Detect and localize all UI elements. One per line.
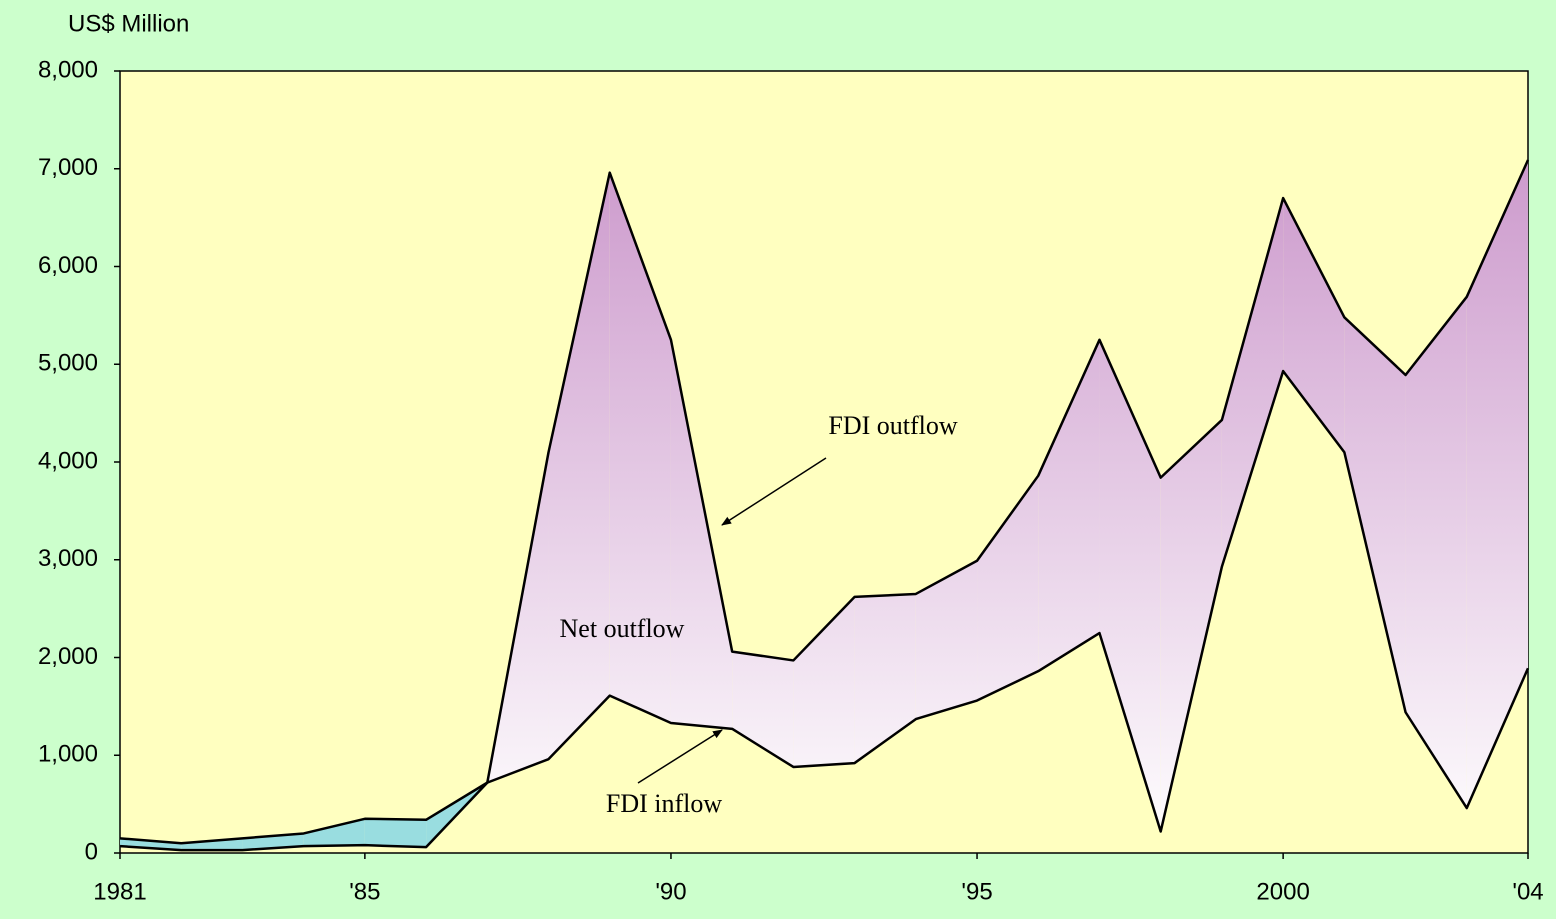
net-outflow-area — [609, 172, 671, 723]
net-outflow-area — [1283, 198, 1345, 453]
annotation-arrow — [637, 729, 723, 784]
annotation: FDI inflow — [606, 789, 723, 818]
net-outflow-area — [1099, 339, 1161, 832]
series-line — [119, 369, 1530, 845]
x-tick-label: '04 — [1512, 878, 1543, 905]
y-tick-label: 7,000 — [38, 154, 98, 181]
y-tick-label: 5,000 — [38, 350, 98, 377]
net-outflow-area — [793, 596, 855, 767]
y-tick-label: 1,000 — [38, 741, 98, 768]
y-tick-label: 6,000 — [38, 252, 98, 279]
y-tick-label: 8,000 — [38, 56, 98, 83]
y-tick-label: 4,000 — [38, 447, 98, 474]
annotation-arrow — [721, 457, 827, 526]
net-outflow-area — [1221, 198, 1284, 567]
net-outflow-area — [1466, 159, 1528, 809]
x-tick-label: '90 — [655, 878, 686, 905]
net-inflow-area — [303, 818, 365, 847]
y-axis-label: US$ Million — [68, 10, 189, 37]
y-tick-label: 0 — [85, 838, 98, 865]
net-outflow-area — [915, 560, 978, 720]
y-tick-label: 2,000 — [38, 643, 98, 670]
series-line — [119, 159, 1530, 852]
net-inflow-area — [364, 818, 427, 848]
net-outflow-area — [854, 593, 916, 764]
y-tick-label: 3,000 — [38, 545, 98, 572]
x-tick-label: '85 — [349, 878, 380, 905]
net-outflow-area — [1160, 419, 1222, 832]
x-tick-label: '95 — [961, 878, 992, 905]
x-tick-label: 1981 — [93, 878, 146, 905]
net-inflow-area — [120, 838, 182, 851]
net-outflow-area — [1344, 317, 1406, 713]
net-outflow-area — [977, 475, 1039, 701]
net-outflow-area — [670, 339, 733, 729]
annotation: FDI outflow — [828, 411, 958, 440]
net-outflow-area — [1405, 296, 1467, 809]
net-outflow-area — [1038, 339, 1100, 672]
x-tick-label: 2000 — [1256, 878, 1309, 905]
net-inflow-area — [181, 838, 243, 851]
annotation: Net outflow — [560, 614, 685, 643]
net-outflow-area — [548, 172, 610, 760]
